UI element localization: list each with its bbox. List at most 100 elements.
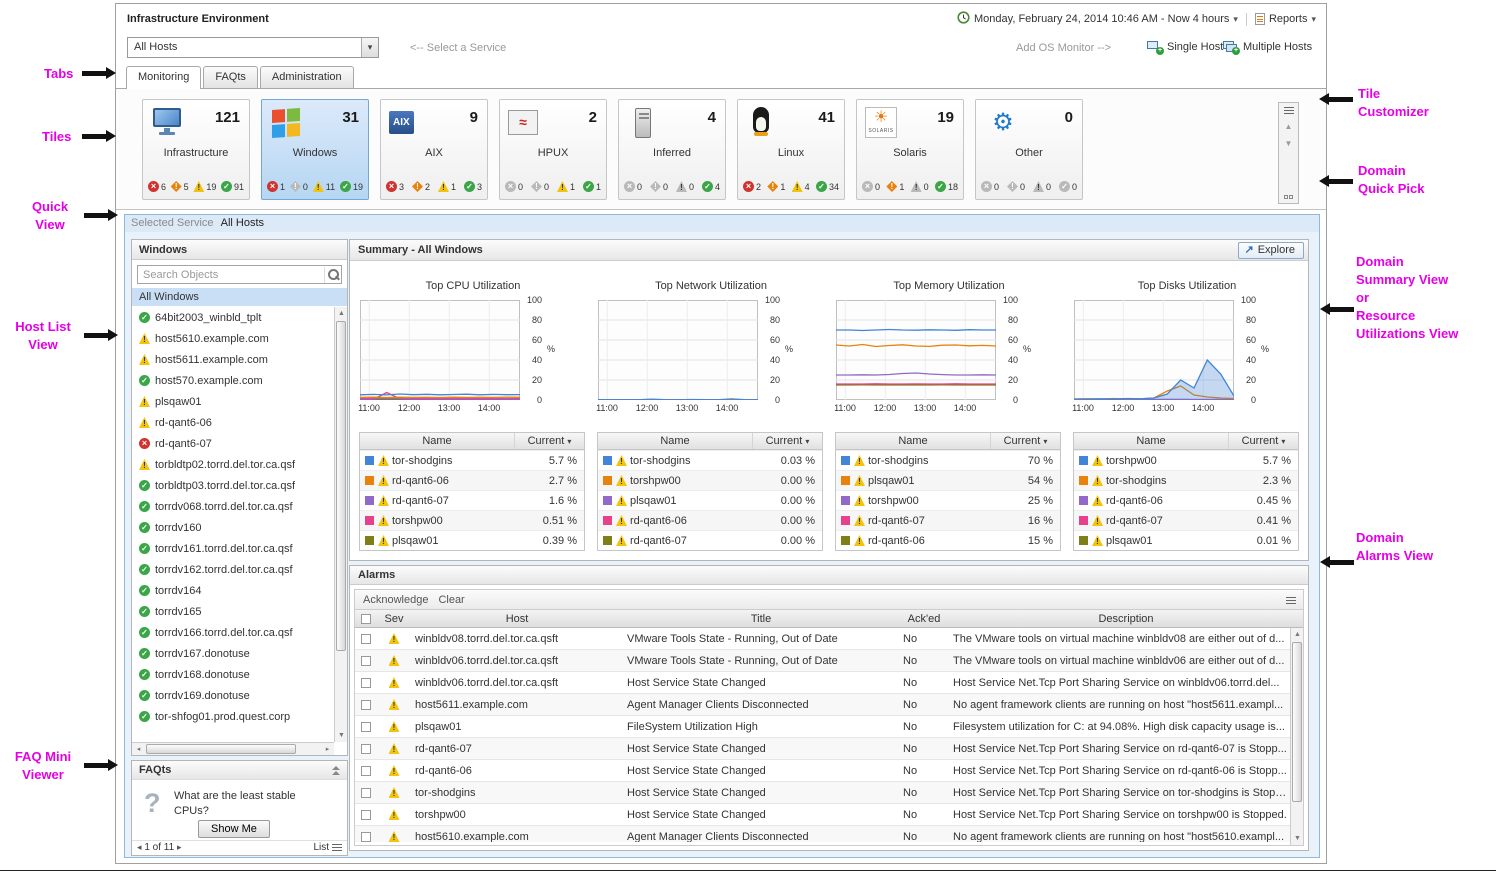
row-checkbox[interactable] [361, 677, 371, 688]
metric-row[interactable]: rd-qant6-07 0.41 % [1074, 510, 1298, 530]
scrollbar-thumb[interactable] [146, 744, 296, 754]
select-all-checkbox[interactable] [361, 613, 371, 624]
column-header-acked[interactable]: Ack'ed [907, 613, 941, 625]
multiple-hosts-button[interactable]: + Multiple Hosts [1222, 40, 1312, 55]
row-checkbox[interactable] [361, 633, 371, 644]
tile-aix[interactable]: AIX9AIX3213 [380, 99, 488, 200]
show-me-button[interactable]: Show Me [198, 820, 270, 838]
tab-faqts[interactable]: FAQts [203, 66, 258, 88]
host-list-item[interactable]: torbldtp03.torrd.del.tor.ca.qsf [132, 475, 334, 496]
search-input[interactable] [138, 266, 324, 283]
table-customizer-icon[interactable] [1286, 597, 1296, 604]
alarm-row[interactable]: winbldv08.torrd.del.tor.ca.qsft VMware To… [355, 628, 1290, 650]
alarms-scrollbar[interactable]: ▲ ▼ [1290, 628, 1303, 845]
host-list-item[interactable]: rd-qant6-06 [132, 412, 334, 433]
scroll-up-icon[interactable]: ▲ [1284, 122, 1293, 131]
row-checkbox[interactable] [361, 831, 371, 842]
metric-row[interactable]: torshpw00 25 % [836, 490, 1060, 510]
clear-button[interactable]: Clear [438, 593, 465, 606]
scroll-right-icon[interactable]: ▸ [325, 746, 330, 753]
faq-list-toggle[interactable]: List [313, 842, 342, 853]
metric-row[interactable]: plsqaw01 0.00 % [598, 490, 822, 510]
row-checkbox[interactable] [361, 809, 371, 820]
host-list-item[interactable]: torrdv168.donotuse [132, 664, 334, 685]
alarm-row[interactable]: winbldv06.torrd.del.tor.ca.qsft VMware To… [355, 650, 1290, 672]
collapse-icon[interactable] [332, 766, 340, 775]
search-box[interactable] [137, 265, 342, 284]
chevron-down-icon[interactable]: ▾ [361, 38, 378, 57]
grid-icon[interactable] [1284, 195, 1293, 199]
alarm-row[interactable]: host5611.example.com Agent Manager Client… [355, 694, 1290, 716]
column-header-host[interactable]: Host [505, 613, 529, 625]
host-list-item[interactable]: rd-qant6-07 [132, 433, 334, 454]
host-list-item[interactable]: torrdv068.torrd.del.tor.ca.qsf [132, 496, 334, 517]
all-windows-item[interactable]: All Windows [132, 288, 347, 306]
acknowledge-button[interactable]: Acknowledge [363, 593, 429, 606]
host-list-item[interactable]: torrdv165 [132, 601, 334, 622]
row-checkbox[interactable] [361, 655, 371, 666]
host-list-item[interactable]: torrdv162.torrd.del.tor.ca.qsf [132, 559, 334, 580]
host-list-item[interactable]: host5610.example.com [132, 328, 334, 349]
row-checkbox[interactable] [361, 743, 371, 754]
column-header-name[interactable]: Name [422, 435, 452, 447]
host-list-item[interactable]: 64bit2003_winbld_tplt [132, 307, 334, 328]
tab-monitoring[interactable]: Monitoring [126, 66, 202, 89]
scrollbar-thumb[interactable] [1292, 642, 1302, 802]
column-header-title[interactable]: Title [750, 613, 772, 625]
column-header-current[interactable]: Current ▾ [1228, 433, 1298, 449]
metric-row[interactable]: rd-qant6-07 16 % [836, 510, 1060, 530]
tile-hpux[interactable]: ≈2HPUX0011 [499, 99, 607, 200]
tile-windows[interactable]: 31 Windows 10 11 19 [261, 99, 369, 200]
host-list-item[interactable]: host5611.example.com [132, 349, 334, 370]
explore-button[interactable]: ↗ Explore [1238, 242, 1304, 259]
single-host-button[interactable]: + Single Host [1146, 40, 1223, 55]
column-header-description[interactable]: Description [1098, 613, 1154, 625]
metric-row[interactable]: tor-shodgins 0.03 % [598, 450, 822, 470]
faq-question[interactable]: What are the least stable CPUs? [174, 790, 296, 817]
alarm-row[interactable]: winbldv06.torrd.del.tor.ca.qsft Host Serv… [355, 672, 1290, 694]
row-checkbox[interactable] [361, 699, 371, 710]
vertical-scrollbar[interactable]: ▲ ▼ [334, 307, 347, 742]
metric-row[interactable]: tor-shodgins 70 % [836, 450, 1060, 470]
scroll-up-icon[interactable]: ▲ [338, 310, 345, 317]
metric-row[interactable]: plsqaw01 54 % [836, 470, 1060, 490]
column-header-current[interactable]: Current ▾ [990, 433, 1060, 449]
metric-row[interactable]: tor-shodgins 2.3 % [1074, 470, 1298, 490]
row-checkbox[interactable] [361, 721, 371, 732]
tile-customizer[interactable]: ▲ ▼ [1278, 102, 1299, 204]
scroll-left-icon[interactable]: ◂ [136, 746, 141, 753]
scroll-down-icon[interactable]: ▼ [1294, 835, 1301, 842]
prev-page-icon[interactable]: ◂ [137, 842, 142, 852]
host-list-item[interactable]: torrdv169.donotuse [132, 685, 334, 706]
host-list-item[interactable]: host570.example.com [132, 370, 334, 391]
metric-row[interactable]: torshpw00 5.7 % [1074, 450, 1298, 470]
tile-other[interactable]: ⚙0Other0000 [975, 99, 1083, 200]
metric-row[interactable]: torshpw00 0.00 % [598, 470, 822, 490]
row-checkbox[interactable] [361, 787, 371, 798]
host-list-item[interactable]: tor-shfog01.prod.quest.corp [132, 706, 334, 727]
reports-menu[interactable]: Reports [1268, 13, 1308, 25]
column-header-current[interactable]: Current ▾ [752, 433, 822, 449]
column-header-name[interactable]: Name [898, 435, 928, 447]
search-icon[interactable] [324, 266, 341, 283]
host-list-item[interactable]: torrdv167.donotuse [132, 643, 334, 664]
column-header-name[interactable]: Name [1136, 435, 1166, 447]
alarm-row[interactable]: rd-qant6-06 Host Service State Changed No H… [355, 760, 1290, 782]
tile-solaris[interactable]: ☀SOLARIS 19 Solaris 010 18 [856, 99, 964, 200]
scroll-down-icon[interactable]: ▼ [338, 732, 345, 739]
metric-row[interactable]: tor-shodgins 5.7 % [360, 450, 584, 470]
list-icon[interactable] [1283, 107, 1294, 114]
host-list-item[interactable]: torrdv166.torrd.del.tor.ca.qsf [132, 622, 334, 643]
next-page-icon[interactable]: ▸ [176, 842, 182, 852]
metric-row[interactable]: rd-qant6-07 0.00 % [598, 530, 822, 550]
tile-inferred[interactable]: 4Inferred0004 [618, 99, 726, 200]
host-list-item[interactable]: torbldtp02.torrd.del.tor.ca.qsf [132, 454, 334, 475]
metric-row[interactable]: torshpw00 0.51 % [360, 510, 584, 530]
row-checkbox[interactable] [361, 765, 371, 776]
scrollbar-thumb[interactable] [336, 321, 346, 651]
alarm-row[interactable]: torshpw00 Host Service State Changed No Hos… [355, 804, 1290, 826]
column-header-current[interactable]: Current ▾ [514, 433, 584, 449]
time-range-control[interactable]: Monday, February 24, 2014 10:46 AM - Now… [957, 11, 1316, 27]
metric-row[interactable]: plsqaw01 0.01 % [1074, 530, 1298, 550]
metric-row[interactable]: rd-qant6-06 2.7 % [360, 470, 584, 490]
